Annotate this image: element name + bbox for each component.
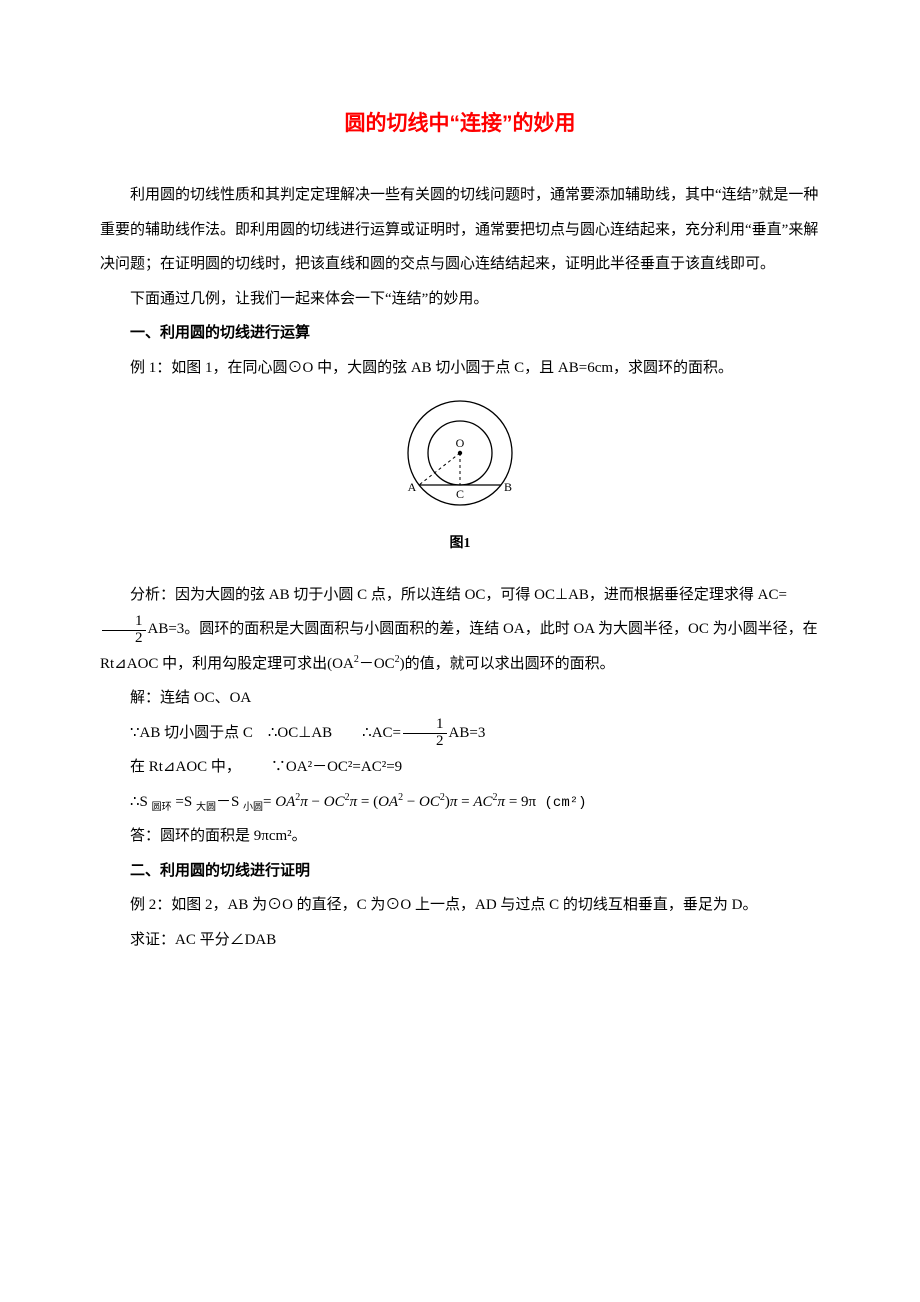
intro-para-1: 利用圆的切线性质和其判定定理解决一些有关圆的切线问题时，通常要添加辅助线，其中“… [100,178,820,282]
math-OC1: OC [324,794,345,810]
example-1-text: 例 1：如图 1，在同心圆⊙O 中，大圆的弦 AB 切小圆于点 C，且 AB=6… [100,351,820,386]
math-OA1: OA [275,794,295,810]
figure-1-caption: 图1 [100,528,820,560]
figure-1: O A B C 图1 [100,397,820,560]
math-pi2: π [350,794,358,810]
section-1-heading: 一、利用圆的切线进行运算 [100,316,820,351]
sol4-sub2: 大圆 [196,802,216,813]
math-9pi: 9π [521,794,536,810]
document-page: 圆的切线中“连接”的妙用 利用圆的切线性质和其判定定理解决一些有关圆的切线问题时… [0,0,920,1037]
sol4-prefix: ∴S [130,794,152,810]
frac-half-2: 12 [403,717,447,750]
solution-line-2: ∵AB 切小圆于点 C ∴OC⊥AB ∴AC=12AB=3 [100,716,820,751]
section-2-heading: 二、利用圆的切线进行证明 [100,854,820,889]
solution-line-3: 在 Rt⊿AOC 中， ∵OA²－OC²=AC²=9 [100,750,820,785]
sol2b: AB=3 [449,725,486,741]
intro-para-2: 下面通过几例，让我们一起来体会一下“连结”的妙用。 [100,282,820,317]
solution-line-1: 解：连结 OC、OA [100,681,820,716]
analysis-mid2: －OC [359,656,395,672]
math-pi4: π [498,794,506,810]
analysis-tail: )的值，就可以求出圆环的面积。 [400,656,615,672]
math-OC2: OC [419,794,440,810]
math-pi3: π [450,794,458,810]
sol4-eq: = [263,794,271,810]
answer-line: 答：圆环的面积是 9πcm²。 [100,819,820,854]
sol4-sub3: 小圆 [243,802,263,813]
figure-1-svg: O A B C [400,397,520,512]
frac-half-1: 12 [102,614,146,647]
solution-line-4: ∴S 圆环 =S 大圆－S 小圆= OA2π − OC2π = (OA2 − O… [100,785,820,820]
page-title: 圆的切线中“连接”的妙用 [100,100,820,148]
sol4-mid2: －S [216,794,243,810]
sol2a: ∵AB 切小圆于点 C ∴OC⊥AB ∴AC= [130,725,401,741]
prove-line: 求证：AC 平分∠DAB [100,923,820,958]
sol4-units: (cm²) [536,795,586,811]
figure-1-label-O: O [456,436,465,450]
analysis-prefix: 分析：因为大圆的弦 AB 切于小圆 C 点，所以连结 OC，可得 OC⊥AB，进… [130,587,787,603]
math-OA2: OA [378,794,398,810]
sol4-sub1: 圆环 [152,802,172,813]
figure-1-label-A: A [408,480,417,494]
figure-1-label-B: B [504,480,512,494]
analysis-para: 分析：因为大圆的弦 AB 切于小圆 C 点，所以连结 OC，可得 OC⊥AB，进… [100,578,820,682]
math-AC: AC [473,794,492,810]
figure-1-label-C: C [456,487,464,501]
example-2-text: 例 2：如图 2，AB 为⊙O 的直径，C 为⊙O 上一点，AD 与过点 C 的… [100,888,820,923]
sol4-mid1: =S [172,794,196,810]
math-pi1: π [300,794,308,810]
